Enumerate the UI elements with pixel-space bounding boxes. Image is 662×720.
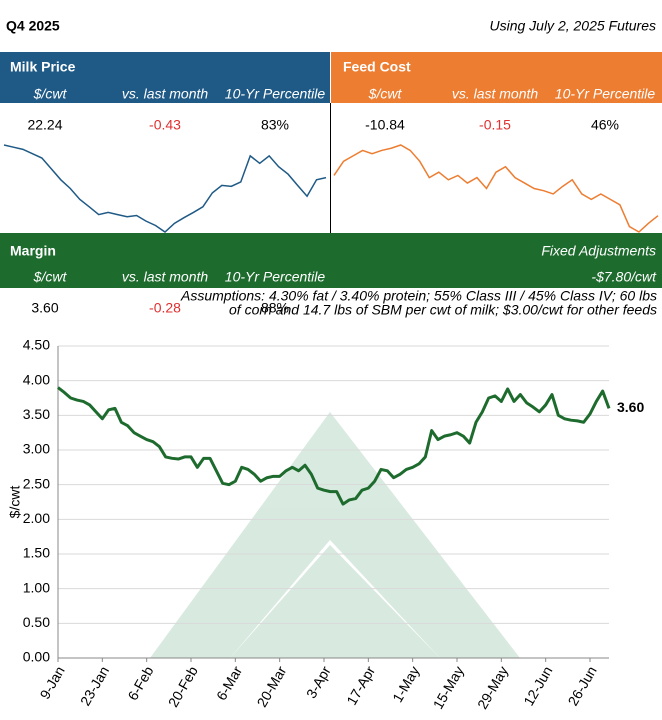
- sparkline: [333, 144, 659, 233]
- value: 22.24: [27, 117, 62, 133]
- y-tick-label: 4.00: [23, 371, 50, 387]
- y-tick-label: 0.00: [23, 649, 50, 665]
- value: -0.15: [479, 117, 511, 133]
- watermark: [150, 412, 520, 658]
- feed-title: Feed Cost: [343, 59, 411, 75]
- adjust-title: Fixed Adjustments: [541, 243, 656, 259]
- y-axis-label: $/cwt: [7, 486, 23, 519]
- col: vs. last month: [122, 86, 209, 102]
- data-label: 3.60: [617, 399, 644, 415]
- x-tick-label: 3-Apr: [303, 663, 334, 701]
- x-tick-label: 12-Jun: [520, 663, 555, 708]
- x-tick-label: 1-May: [389, 663, 422, 705]
- y-tick-label: 0.50: [23, 614, 50, 630]
- col: $/cwt: [33, 86, 68, 102]
- y-tick-label: 1.50: [23, 545, 50, 561]
- title: Q4 2025: [6, 18, 60, 34]
- value: -0.43: [149, 117, 181, 133]
- value: 88%: [261, 300, 289, 316]
- x-tick-label: 6-Feb: [124, 663, 156, 703]
- y-tick-label: 4.50: [23, 337, 50, 353]
- margin-title: Margin: [10, 243, 56, 259]
- y-tick-label: 2.00: [23, 510, 50, 526]
- sparkline: [3, 144, 327, 233]
- col: 10-Yr Percentile: [225, 269, 326, 285]
- x-tick-label: 9-Jan: [36, 663, 67, 701]
- y-tick-label: 3.00: [23, 441, 50, 457]
- col: $/cwt: [368, 86, 403, 102]
- milk-header: [0, 52, 330, 103]
- y-tick-label: 1.00: [23, 579, 50, 595]
- margin-header: [0, 233, 662, 288]
- col: $/cwt: [33, 269, 68, 285]
- x-tick-label: 29-May: [474, 663, 511, 711]
- y-tick-label: 3.50: [23, 406, 50, 422]
- x-tick-label: 20-Feb: [165, 663, 201, 710]
- note: Using July 2, 2025 Futures: [489, 18, 656, 34]
- x-tick-label: 20-Mar: [253, 663, 289, 710]
- x-tick-label: 6-Mar: [213, 663, 245, 703]
- adjust-value: -$7.80/cwt: [591, 269, 657, 285]
- value: -10.84: [365, 117, 405, 133]
- x-tick-label: 15-May: [430, 663, 467, 711]
- col: vs. last month: [452, 86, 539, 102]
- value: 3.60: [31, 300, 58, 316]
- margin-line: [57, 386, 611, 506]
- x-tick-label: 17-Apr: [343, 663, 378, 708]
- assumptions: Assumptions: 4.30% fat / 3.40% protein; …: [180, 288, 657, 304]
- x-tick-label: 26-Jun: [565, 663, 600, 708]
- milk-title: Milk Price: [10, 59, 76, 75]
- x-tick-label: 23-Jan: [77, 663, 112, 708]
- value: 46%: [591, 117, 619, 133]
- value: -0.28: [149, 300, 181, 316]
- value: 83%: [261, 117, 289, 133]
- y-tick-label: 2.50: [23, 475, 50, 491]
- col: vs. last month: [122, 269, 209, 285]
- col: 10-Yr Percentile: [555, 86, 656, 102]
- col: 10-Yr Percentile: [225, 86, 326, 102]
- feed-header: [331, 52, 662, 103]
- assumptions: of corn and 14.7 lbs of SBM per cwt of m…: [229, 302, 657, 318]
